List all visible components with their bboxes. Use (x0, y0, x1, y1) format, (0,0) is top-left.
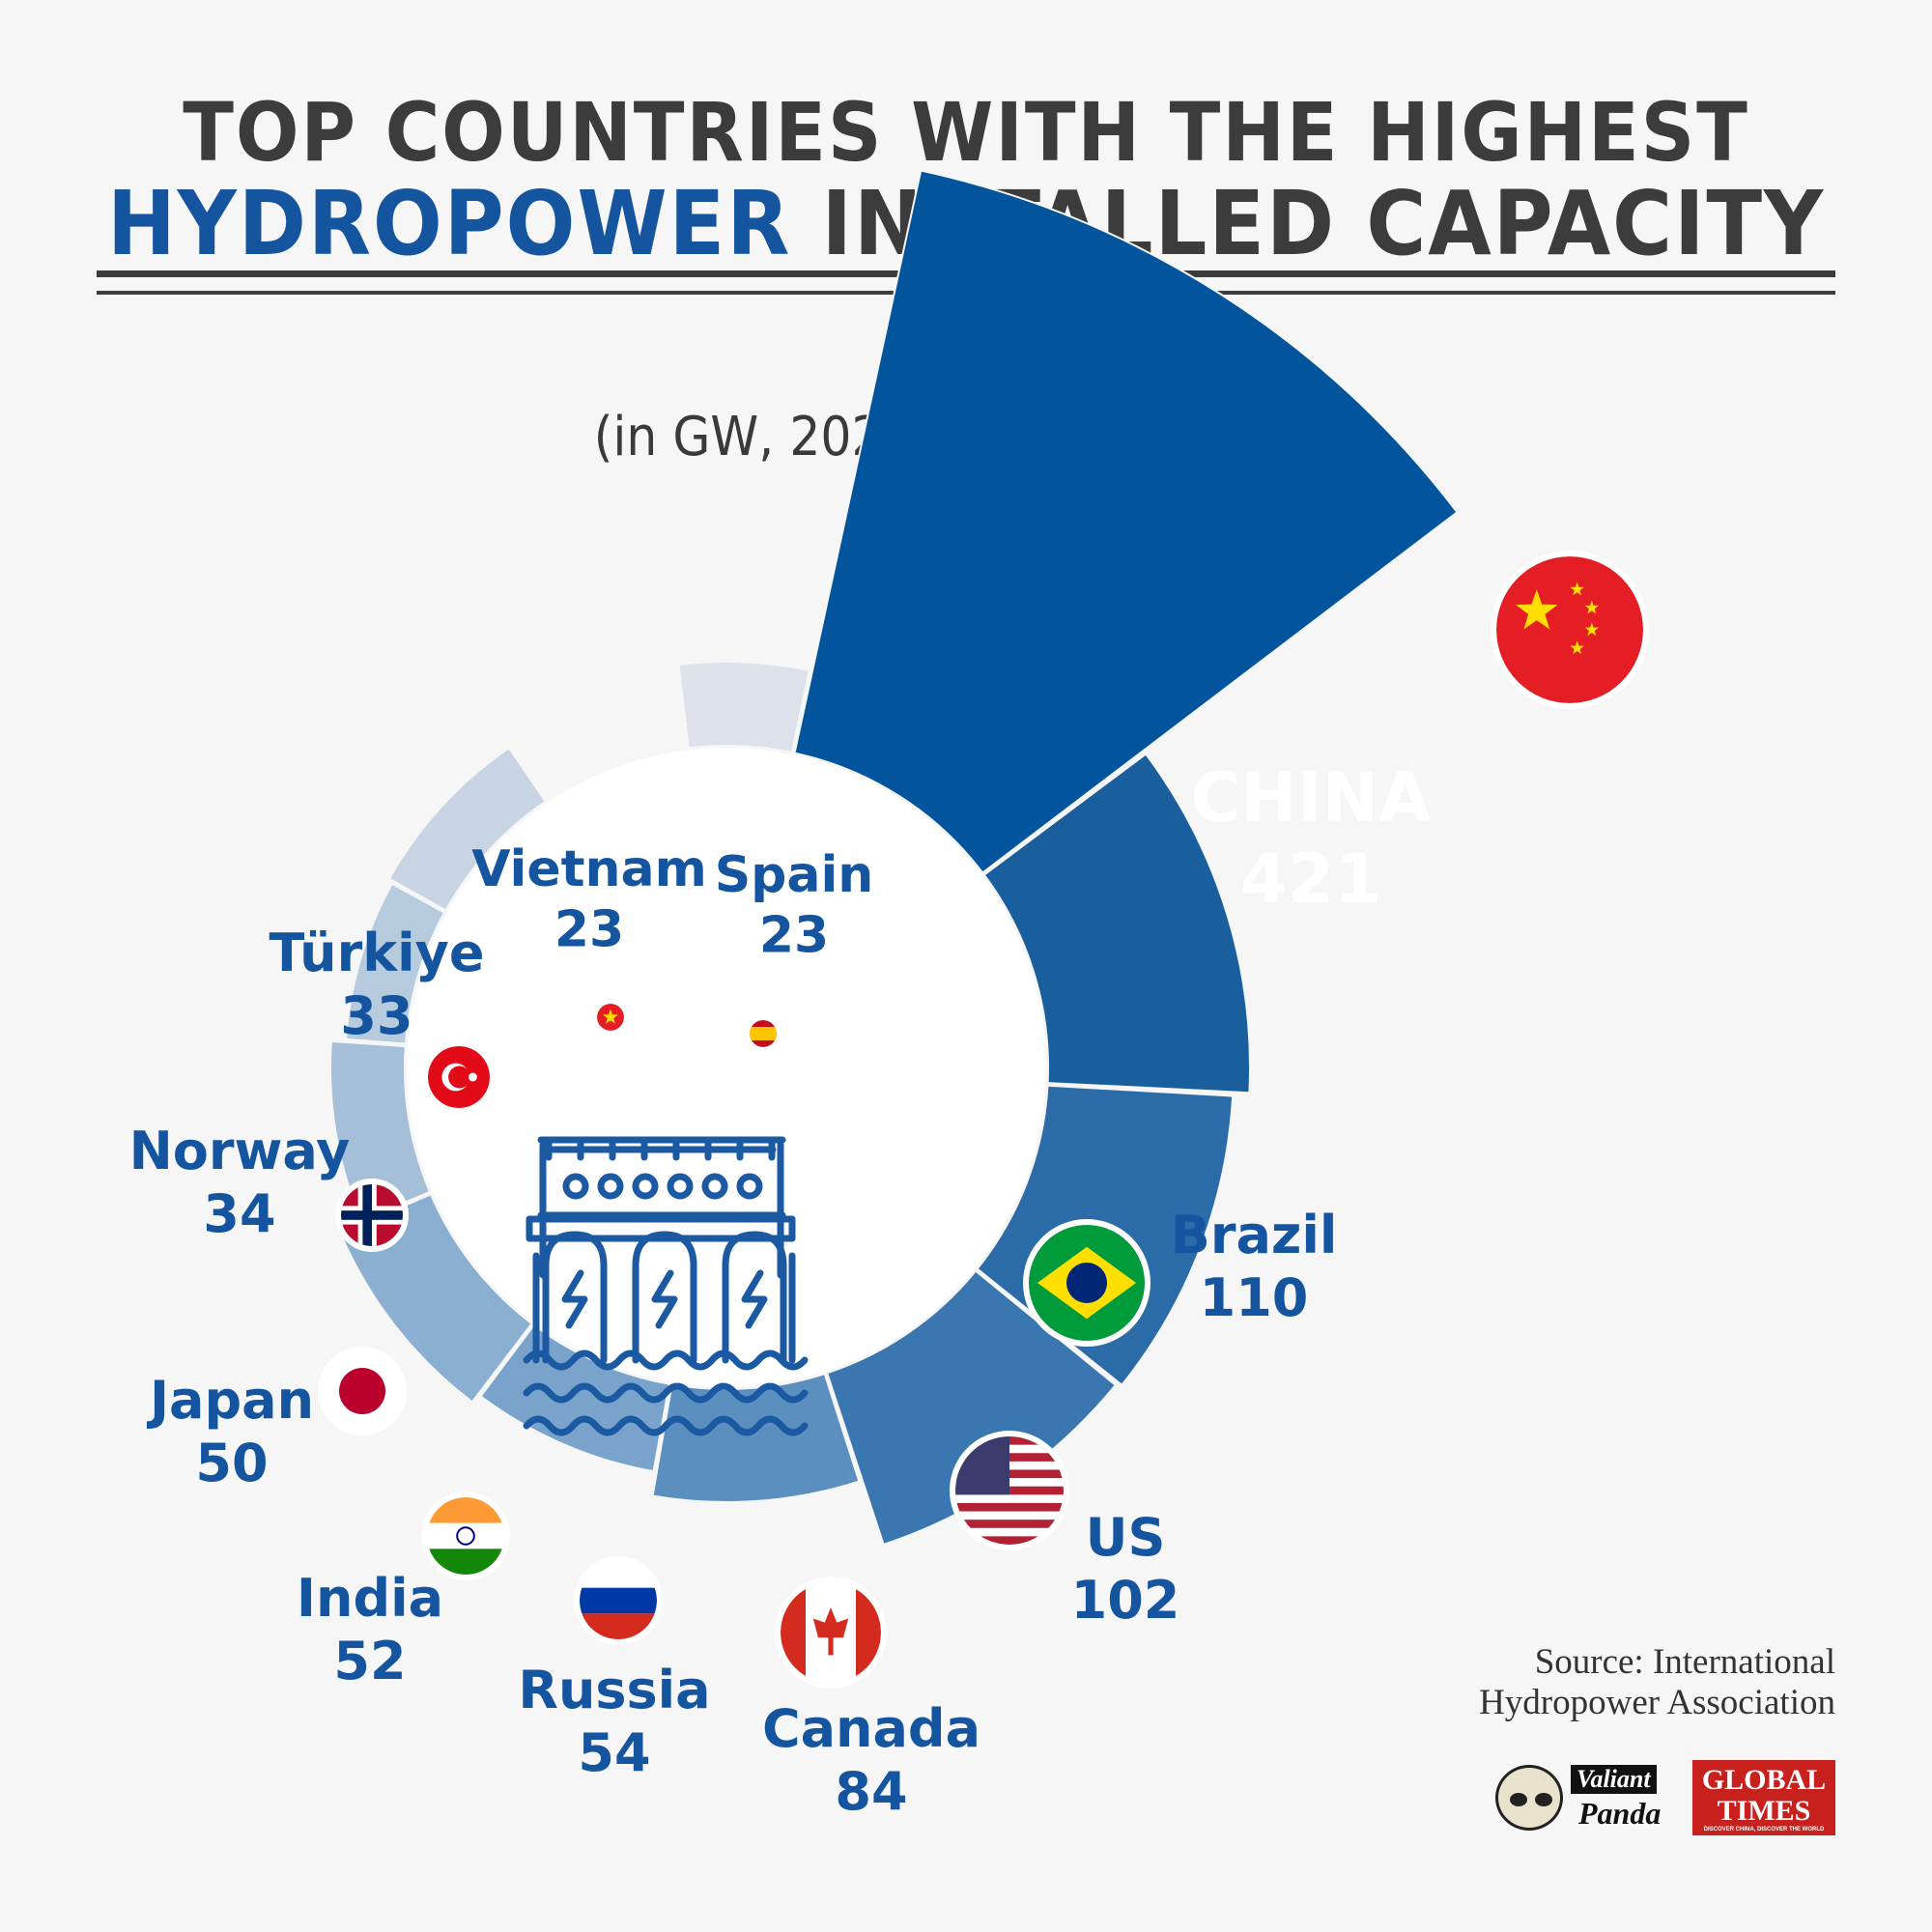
slice-türkiye (345, 882, 446, 1045)
panda-face-icon (1495, 1765, 1563, 1831)
label-value-brazil: 110 (1200, 1267, 1309, 1328)
label-value-russia: 54 (578, 1722, 650, 1783)
label-name-vietnam: Vietnam (471, 840, 707, 898)
russia-flag-icon (574, 1556, 663, 1645)
page-title-line1: TOP COUNTRIES WITH THE HIGHEST (183, 85, 1749, 180)
label-name-us: US (1086, 1507, 1166, 1568)
slice-spain (677, 661, 810, 754)
chart-center-disc (407, 748, 1046, 1387)
label-name-türkiye: Türkiye (269, 923, 484, 983)
label-value-canada: 84 (835, 1761, 907, 1822)
slice-norway (329, 1039, 432, 1222)
label-name-norway: Norway (129, 1121, 351, 1181)
label-name-russia: Russia (518, 1660, 710, 1720)
canada-flag-icon (775, 1577, 887, 1689)
slice-brazil (982, 753, 1251, 1094)
us-flag-icon (950, 1431, 1069, 1550)
label-value-türkiye: 33 (340, 985, 412, 1046)
source-line1: Source: International (1534, 1642, 1835, 1682)
gt-logo-line1: GLOBAL (1701, 1764, 1827, 1796)
turkiye-flag-icon (422, 1040, 496, 1114)
label-value-china: 421 (1240, 839, 1381, 919)
japan-flag-icon (318, 1347, 407, 1435)
hydropower-dam-icon (523, 1136, 809, 1436)
china-flag-icon (1491, 551, 1649, 709)
source-note: Source: International Hydropower Associa… (1479, 1642, 1835, 1723)
india-flag-icon (421, 1492, 510, 1580)
gt-logo-line2: TIMES (1717, 1795, 1811, 1827)
gt-logo-tagline: DISCOVER CHINA, DISCOVER THE WORLD (1703, 1827, 1825, 1833)
label-name-india: India (297, 1568, 443, 1629)
label-name-china: CHINA (1191, 758, 1432, 838)
panda-logo-word2: Panda (1578, 1796, 1662, 1831)
norway-flag-icon (335, 1179, 409, 1252)
vietnam-flag-icon (591, 998, 630, 1037)
slice-china (793, 169, 1459, 874)
title-highlight: HYDROPOWER (106, 172, 792, 275)
label-name-canada: Canada (762, 1698, 980, 1759)
spain-flag-icon (744, 1014, 782, 1053)
label-value-norway: 34 (203, 1183, 275, 1244)
label-value-india: 52 (333, 1631, 406, 1691)
valiant-panda-logo: Valiant Panda (1495, 1763, 1677, 1833)
brazil-flag-icon (1023, 1219, 1151, 1347)
panda-logo-word1: Valiant (1571, 1765, 1657, 1794)
label-name-japan: Japan (146, 1370, 314, 1431)
label-value-japan: 50 (195, 1433, 268, 1493)
source-line2: Hydropower Association (1479, 1683, 1835, 1722)
slice-vietnam (387, 746, 548, 912)
label-name-brazil: Brazil (1171, 1205, 1338, 1265)
global-times-logo: GLOBAL TIMES DISCOVER CHINA, DISCOVER TH… (1692, 1760, 1835, 1835)
label-value-spain: 23 (759, 906, 829, 964)
label-name-spain: Spain (715, 846, 874, 904)
slice-canada (825, 1269, 1118, 1547)
label-value-vietnam: 23 (554, 900, 624, 958)
label-value-us: 102 (1071, 1570, 1180, 1631)
